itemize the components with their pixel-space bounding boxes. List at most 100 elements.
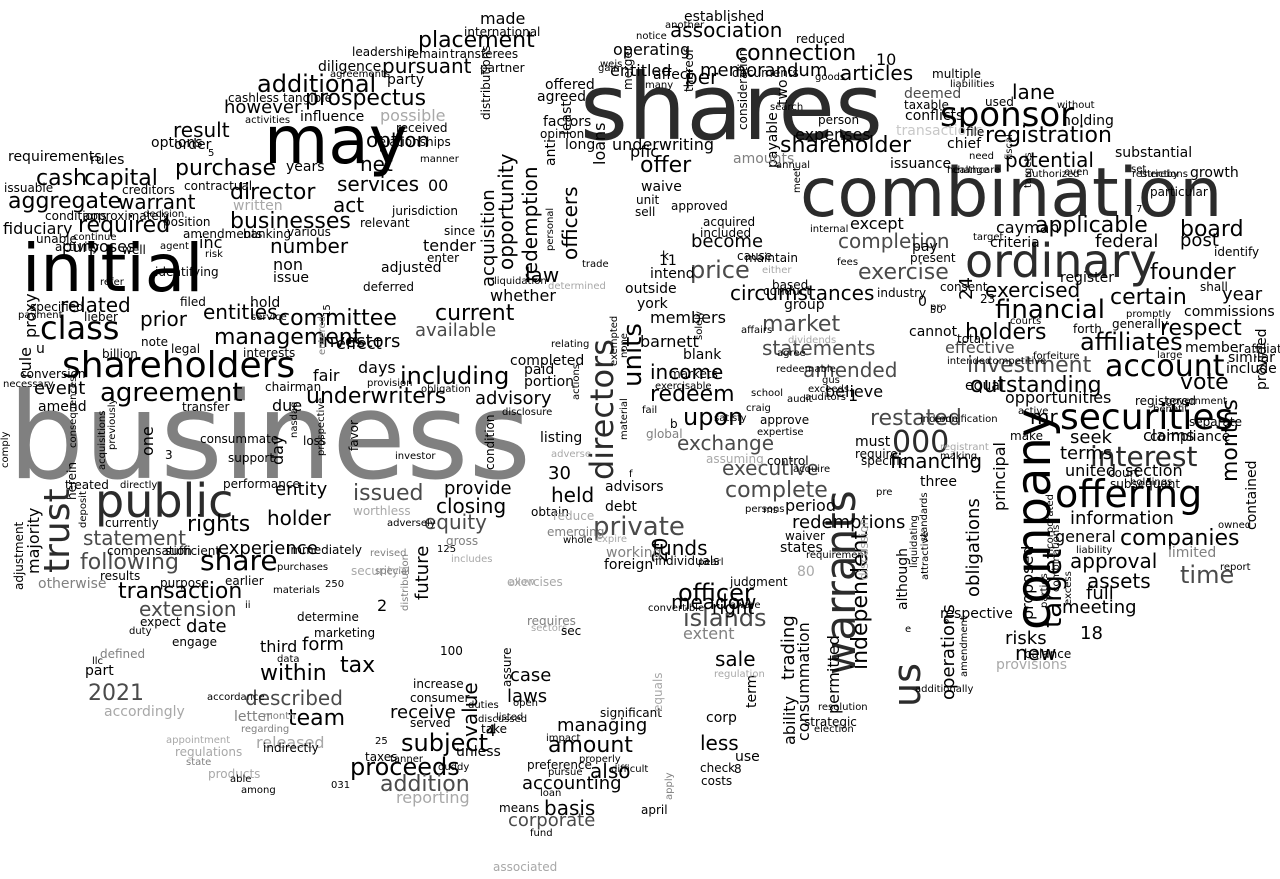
word-367: chairman bbox=[265, 380, 322, 394]
word-542: need bbox=[969, 151, 994, 162]
word-91: however bbox=[224, 97, 302, 118]
word-386: results bbox=[100, 569, 141, 583]
word-15: class bbox=[40, 309, 120, 347]
word-261: included bbox=[700, 226, 752, 240]
word-276: compliance bbox=[1150, 429, 1231, 445]
word-55: following bbox=[80, 550, 179, 575]
word-137: meadow bbox=[671, 590, 757, 614]
word-52: statements bbox=[762, 336, 876, 360]
word-571: 250 bbox=[325, 579, 345, 590]
word-226: accordingly bbox=[104, 704, 185, 720]
word-365: legal bbox=[171, 342, 201, 356]
word-543: change bbox=[952, 165, 989, 176]
word-298: multiple bbox=[932, 67, 982, 81]
word-179: requirements bbox=[8, 149, 102, 165]
word-535: since bbox=[444, 224, 476, 238]
word-114: general bbox=[1055, 527, 1116, 546]
word-373: consummate bbox=[200, 432, 279, 446]
word-225: exercises bbox=[507, 575, 563, 589]
word-520: consequences bbox=[68, 376, 79, 448]
word-528: determined bbox=[548, 281, 606, 292]
word-302: issuance bbox=[890, 156, 952, 172]
word-204: inc bbox=[199, 233, 223, 252]
word-480: active bbox=[1018, 406, 1049, 417]
word-550: many bbox=[645, 80, 674, 91]
word-561: even bbox=[1064, 167, 1089, 178]
word-166: fair bbox=[313, 366, 340, 385]
word-11: shareholders bbox=[62, 345, 296, 386]
word-79: aggregate bbox=[8, 189, 122, 214]
word-465: attractive bbox=[920, 531, 931, 580]
word-26: prospectus bbox=[305, 86, 427, 111]
word-89: option bbox=[366, 128, 430, 152]
word-412: special bbox=[375, 566, 410, 577]
word-88: net bbox=[360, 152, 393, 176]
word-35: affiliates bbox=[1080, 328, 1183, 356]
word-417: obtain bbox=[531, 505, 569, 519]
word-499: exercisable bbox=[655, 381, 712, 392]
word-64: amount bbox=[548, 733, 633, 758]
word-514: condition bbox=[483, 414, 497, 470]
word-113: full bbox=[1086, 583, 1114, 604]
word-343: conditions bbox=[45, 209, 107, 223]
word-111: new bbox=[1015, 641, 1057, 665]
word-227: released bbox=[256, 733, 325, 752]
word-586: 7 bbox=[1136, 204, 1143, 215]
word-30: founder bbox=[1150, 260, 1236, 285]
word-168: effect bbox=[336, 334, 382, 353]
word-388: earlier bbox=[225, 574, 264, 588]
word-16: account bbox=[1105, 349, 1225, 384]
word-399: data bbox=[277, 654, 300, 665]
word-418: emerging bbox=[547, 525, 605, 539]
word-139: sale bbox=[715, 647, 756, 671]
word-328: transferees bbox=[450, 47, 519, 61]
word-317: opinion bbox=[540, 127, 585, 141]
word-133: closing bbox=[436, 494, 507, 518]
word-184: u bbox=[36, 341, 45, 357]
word-357: agent bbox=[160, 241, 189, 252]
word-381: deposit bbox=[78, 491, 89, 528]
word-472: excess bbox=[1063, 571, 1074, 605]
word-389: immediately bbox=[287, 543, 362, 557]
word-323: established bbox=[684, 9, 765, 25]
word-90: result bbox=[173, 118, 230, 142]
word-428: allow bbox=[509, 577, 535, 588]
word-144: also bbox=[590, 759, 631, 783]
word-559: pre bbox=[876, 487, 893, 498]
word-118: opportunities bbox=[1005, 388, 1112, 407]
word-119: effective bbox=[945, 338, 1015, 357]
word-221: working bbox=[606, 545, 662, 561]
word-70: extension bbox=[139, 597, 237, 621]
word-164: event bbox=[34, 378, 86, 399]
word-393: duty bbox=[129, 626, 152, 637]
word-63: subject bbox=[401, 729, 488, 757]
word-211: agreed bbox=[537, 89, 587, 105]
word-504: control bbox=[767, 454, 809, 468]
word-549: manner bbox=[420, 154, 459, 165]
word-109: meeting bbox=[1062, 597, 1137, 618]
word-527: entered bbox=[317, 316, 328, 355]
word-560: pro bbox=[930, 302, 947, 313]
word-340: contractual bbox=[184, 179, 253, 193]
word-235: purposes bbox=[62, 237, 136, 256]
word-46: market bbox=[762, 312, 841, 337]
word-346: continue bbox=[73, 232, 117, 243]
word-194: believe bbox=[825, 382, 884, 401]
word-71: experience bbox=[218, 538, 318, 559]
word-282: commissions bbox=[1184, 304, 1275, 320]
word-436: assure bbox=[500, 647, 514, 687]
word-581: 2 bbox=[377, 596, 388, 615]
word-284: similar bbox=[1228, 350, 1275, 366]
word-423: pearl bbox=[698, 557, 724, 568]
word-255: although bbox=[895, 547, 911, 610]
word-135: funds bbox=[652, 536, 708, 560]
word-326: international bbox=[464, 25, 541, 39]
word-117: claims bbox=[1143, 426, 1195, 445]
word-254: use bbox=[735, 749, 760, 765]
word-208: made bbox=[480, 9, 526, 28]
word-396: defined bbox=[100, 647, 146, 661]
word-258: based bbox=[772, 278, 809, 292]
word-68: described bbox=[245, 686, 343, 710]
word-172: third bbox=[260, 637, 298, 656]
word-100: exercised bbox=[985, 278, 1081, 302]
